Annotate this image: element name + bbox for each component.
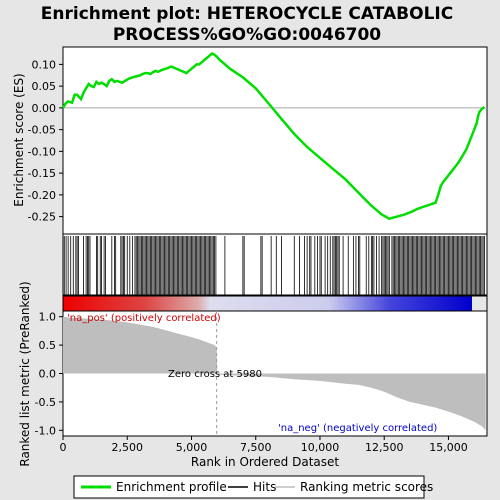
x-tick-label: 0: [60, 441, 67, 454]
es-y-tick-label: -0.15: [28, 167, 56, 180]
metric-y-tick-label: 1.0: [39, 311, 57, 324]
metric-y-tick-label: -1.0: [35, 424, 56, 437]
es-y-tick-label: -0.10: [28, 145, 56, 158]
es-y-tick-label: 0.10: [32, 58, 57, 71]
neg-correlated-label: 'na_neg' (negatively correlated): [278, 423, 437, 434]
legend-enrichment-label: Enrichment profile: [116, 480, 227, 494]
x-tick-label: 12,500: [365, 441, 404, 454]
x-tick-label: 10,000: [301, 441, 340, 454]
x-tick-label: 2,500: [111, 441, 143, 454]
pos-correlated-label: 'na_pos' (positively correlated): [67, 313, 221, 324]
es-y-tick-label: 0.05: [32, 80, 57, 93]
es-y-tick-label: -0.05: [28, 124, 56, 137]
metric-y-tick-label: 0.0: [39, 368, 57, 381]
x-tick-label: 7,500: [240, 441, 272, 454]
es-y-tick-label: -0.25: [28, 211, 56, 224]
zero-cross-label: Zero cross at 5980: [168, 369, 262, 380]
hits-panel: [62, 233, 488, 296]
metric-y-tick-label: -0.5: [35, 396, 56, 409]
es-y-label: Enrichment score (ES): [12, 73, 26, 206]
metric-x-axis: 0 2,500 5,000 7,500 10,000 12,500 15,000: [60, 436, 468, 454]
metric-y-label: Ranked list metric (PreRanked): [18, 281, 32, 466]
x-tick-label: 5,000: [176, 441, 208, 454]
plot-title-line1: Enrichment plot: HETEROCYCLE CATABOLIC: [41, 4, 453, 24]
es-y-tick-label: -0.20: [28, 189, 56, 202]
x-axis-label: Rank in Ordered Dataset: [191, 455, 339, 469]
metric-y-axis: 1.0 0.5 0.0 -0.5 -1.0: [35, 311, 63, 437]
ranking-metric-area: [63, 316, 486, 431]
hits-marks: [63, 236, 485, 295]
metric-y-tick-label: 0.5: [39, 339, 57, 352]
rank-color-bar: [63, 296, 472, 311]
legend-box: [73, 475, 425, 499]
es-y-axis: 0.10 0.05 0.00 -0.05 -0.10 -0.15 -0.20 -0.25: [28, 58, 63, 224]
x-tick-label: 15,000: [429, 441, 468, 454]
legend-hits-label: Hits: [253, 480, 276, 494]
es-y-tick-label: 0.00: [32, 102, 57, 115]
plot-title-line2: PROCESS%GO%GO:0046700: [113, 25, 381, 45]
legend-metric-label: Ranking metric scores: [300, 480, 433, 494]
enrichment-profile-line: [61, 52, 486, 221]
